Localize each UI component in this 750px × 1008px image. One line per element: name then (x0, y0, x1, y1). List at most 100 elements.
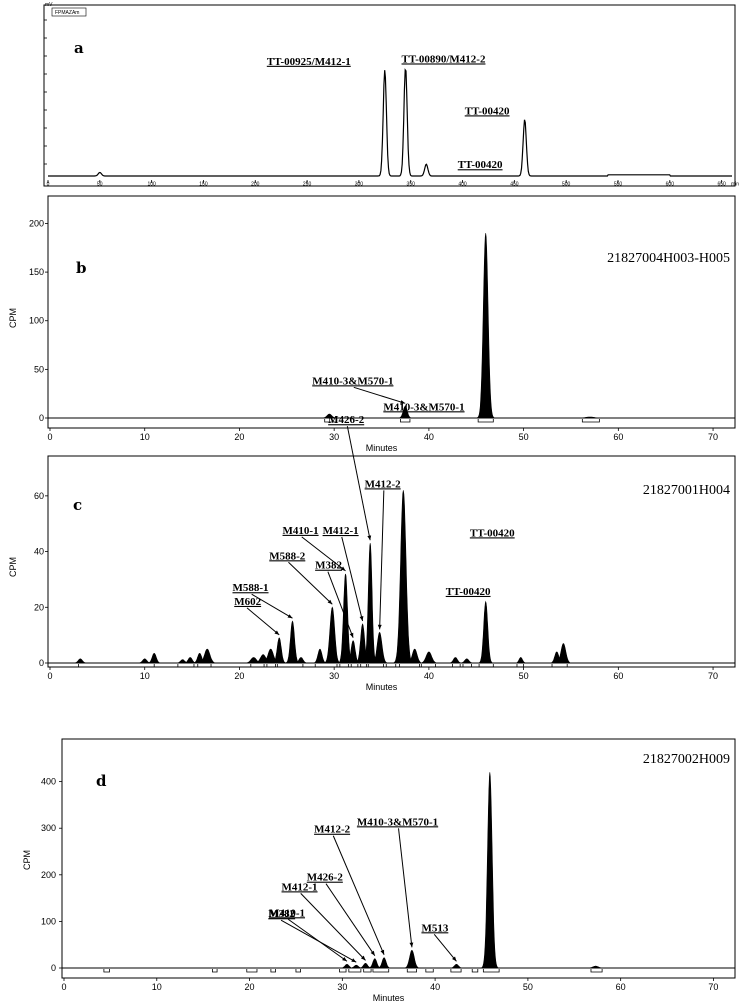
arrow-head (360, 955, 366, 961)
peak (284, 620, 301, 664)
peak (477, 600, 495, 664)
x-tick-label: 70 (708, 671, 718, 681)
x-tick-label: 650 (717, 182, 726, 188)
integration-bracket (406, 969, 417, 973)
peak-arrow (353, 386, 406, 404)
arrow-head (377, 624, 382, 630)
peak-arrow (379, 490, 385, 630)
peak-label: M410-3&M570-1 (357, 816, 438, 828)
integration-bracket (103, 969, 110, 973)
integration-bracket (516, 664, 525, 668)
peak (553, 643, 574, 664)
x-axis-label: Minutes (366, 682, 398, 692)
arrow-head (274, 630, 280, 635)
y-tick-label: 400 (41, 777, 56, 787)
integration-bracket (471, 969, 479, 973)
peak-label: M382 (268, 908, 295, 920)
peak-label: M410-3&M570-1 (312, 375, 393, 387)
peak (446, 657, 464, 664)
peak (448, 963, 465, 969)
peak-label: M426-2 (328, 414, 365, 426)
x-tick-label: 10 (140, 671, 150, 681)
integration-bracket (399, 664, 420, 668)
integration-bracket (425, 969, 434, 973)
y-axis-label: CPM (8, 308, 18, 328)
peak (458, 658, 476, 664)
plot-frame (61, 738, 736, 979)
x-tick-label: 30 (329, 671, 339, 681)
x-tick-label: 30 (329, 432, 339, 442)
chromatogram-trace (48, 68, 732, 177)
integration-bracket (270, 969, 276, 973)
peak-label: TT-00420 (465, 105, 510, 117)
arrow-head (359, 616, 364, 621)
peak-label: TT-00420 (446, 586, 491, 598)
x-tick-label: 40 (424, 432, 434, 442)
integration-bracket (348, 969, 362, 973)
integration-bracket (420, 664, 436, 668)
arrow-head (400, 400, 406, 404)
integration-bracket (372, 969, 390, 973)
integration-bracket (314, 664, 338, 668)
integration-bracket (367, 664, 384, 668)
peak-arrow (301, 536, 346, 572)
x-tick-label: 40 (430, 982, 440, 992)
peak-label: M513 (421, 922, 448, 934)
integration-bracket (400, 419, 411, 423)
y-tick-label: 100 (29, 316, 44, 326)
y-unit-label: mV (45, 2, 53, 8)
y-tick-label: 100 (41, 916, 56, 926)
peak-arrow (341, 536, 364, 622)
sample-id: 21827002H009 (643, 752, 730, 767)
integration-bracket (590, 969, 603, 973)
x-tick-label: 70 (708, 432, 718, 442)
panel-letter: c (73, 496, 82, 514)
integration-bracket (177, 664, 195, 668)
peak-arrow (433, 933, 457, 962)
x-tick-label: 450 (510, 182, 519, 188)
peak (513, 657, 528, 664)
x-tick-label: 0 (47, 671, 52, 681)
peak (396, 405, 414, 419)
peak-arrow (246, 607, 280, 636)
integration-bracket (295, 969, 301, 973)
peak-label: TT-00925/M412-1 (267, 56, 351, 68)
x-tick-label: 0 (47, 182, 50, 188)
y-tick-label: 200 (41, 870, 56, 880)
peak-label: M588-2 (269, 550, 306, 562)
x-axis-label: Minutes (366, 443, 398, 453)
peak-label: M412-2 (365, 478, 402, 490)
peak-label: M588-1 (232, 582, 268, 594)
peak-label: TT-00890/M412-2 (402, 53, 486, 65)
peak (322, 606, 343, 664)
integration-bracket (450, 969, 462, 973)
x-axis-label: min (731, 182, 739, 188)
x-tick-label: 400 (458, 182, 467, 188)
arrow-head (380, 949, 385, 955)
arrow-head (351, 958, 357, 963)
x-tick-label: 50 (519, 671, 529, 681)
panel-c: c 0 20 40 60 CPM 0 10 20 30 40 50 60 70 Minutes 2182700… (8, 401, 736, 692)
peak (572, 416, 607, 419)
integration-bracket (363, 969, 372, 973)
peak-arrow (327, 571, 354, 638)
panel-letter: b (76, 259, 87, 277)
integration-bracket (477, 419, 494, 423)
x-tick-label: 250 (303, 182, 312, 188)
y-tick-label: 60 (34, 491, 44, 501)
x-tick-label: 20 (234, 671, 244, 681)
y-axis-label: CPM (22, 850, 32, 870)
integration-bracket (339, 969, 347, 973)
y-tick-label: 300 (41, 823, 56, 833)
x-tick-label: 10 (140, 432, 150, 442)
integration-bracket (452, 664, 461, 668)
arrow-head (452, 956, 457, 962)
panel-letter: a (74, 39, 84, 57)
arrow-head (342, 957, 347, 962)
x-tick-label: 60 (616, 982, 626, 992)
integration-bracket (360, 664, 367, 668)
integration-bracket (324, 419, 337, 423)
x-tick-label: 550 (614, 182, 623, 188)
peak-arrow (346, 426, 371, 541)
